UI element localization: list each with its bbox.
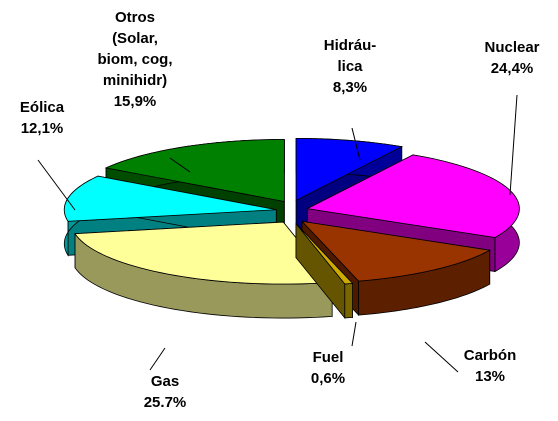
pie-slice: [295, 222, 354, 320]
value-label: 8,3%: [333, 79, 367, 96]
slice-top: [300, 220, 491, 282]
pie-slice: [74, 220, 333, 319]
slice-top: [104, 139, 285, 202]
slice-label: Nuclear: [484, 39, 539, 56]
slice-label: Gas: [151, 373, 179, 390]
value-label: 24,4%: [491, 60, 534, 77]
slice-top: [74, 221, 333, 285]
value-label: 13%: [475, 368, 505, 385]
value-label: 0,6%: [311, 370, 345, 387]
slice-label: Otros (Solar, biom, cog, minihidr): [98, 9, 173, 89]
leader-line: [351, 321, 357, 347]
leader-line: [509, 94, 518, 196]
slice-top: [306, 154, 520, 238]
leader-line: [424, 341, 459, 373]
leader-line: [169, 157, 191, 173]
slice-wall: [344, 282, 353, 319]
leader-line: [149, 347, 166, 371]
slice-label: Carbón: [464, 347, 517, 364]
slice-label: Fuel: [313, 349, 344, 366]
slice-top: [295, 223, 354, 285]
slice-top: [295, 138, 404, 202]
value-label: 25.7%: [144, 394, 187, 411]
slice-label: Hidráu-lica: [324, 37, 377, 75]
slice-top: [63, 175, 277, 222]
leader-line: [351, 127, 361, 161]
value-label: 15,9%: [114, 93, 157, 110]
slice-label: Eólica: [20, 99, 65, 116]
leader-line: [37, 159, 76, 211]
pie-slice: [300, 220, 491, 317]
value-label: 12,1%: [21, 120, 64, 137]
